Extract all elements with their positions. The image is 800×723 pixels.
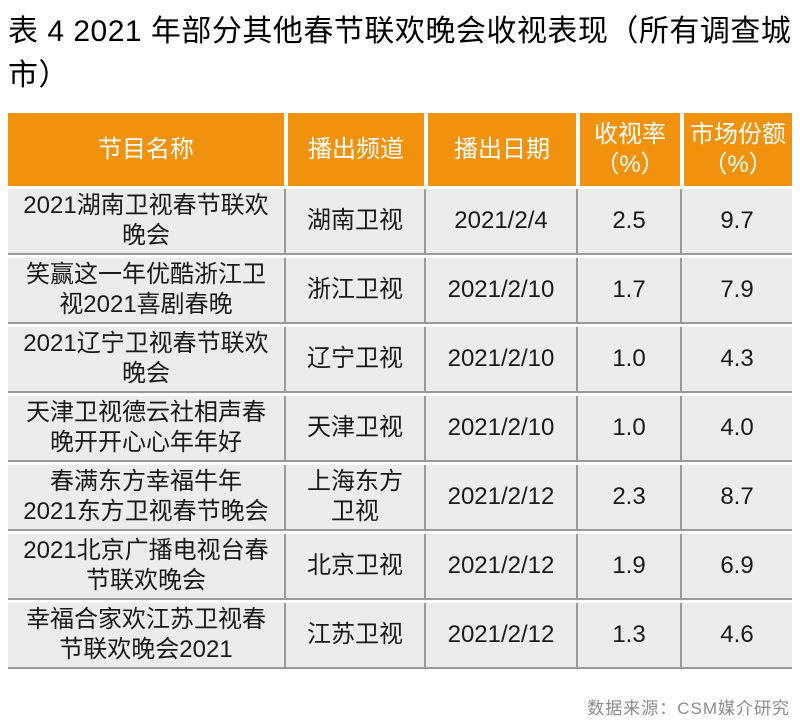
column-header-rating: 收视率 （%） xyxy=(576,113,680,186)
cell-rating: 2.5 xyxy=(576,189,680,255)
cell-rating: 2.3 xyxy=(576,465,680,531)
cell-channel: 辽宁卫视 xyxy=(284,327,424,393)
cell-date: 2021/2/10 xyxy=(424,258,576,324)
cell-date: 2021/2/10 xyxy=(424,327,576,393)
cell-date: 2021/2/4 xyxy=(424,189,576,255)
cell-share: 8.7 xyxy=(680,465,792,531)
table-row: 春满东方幸福牛年 2021东方卫视春节晚会 上海东方 卫视 2021/2/12 … xyxy=(8,465,792,531)
cell-date: 2021/2/12 xyxy=(424,465,576,531)
cell-program: 2021湖南卫视春节联欢 晚会 xyxy=(8,189,284,255)
column-header-channel: 播出频道 xyxy=(284,113,424,186)
page-title: 表 4 2021 年部分其他春节联欢晚会收视表现（所有调查城市） xyxy=(8,15,792,92)
cell-channel: 天津卫视 xyxy=(284,396,424,462)
table-row: 2021北京广播电视台春 节联欢晚会 北京卫视 2021/2/12 1.9 6.… xyxy=(8,534,792,600)
cell-channel: 上海东方 卫视 xyxy=(284,465,424,531)
cell-channel: 北京卫视 xyxy=(284,534,424,600)
ratings-table: 节目名称 播出频道 播出日期 收视率 （%） 市场份额 （%） 2021湖南卫视… xyxy=(8,110,792,672)
table-row: 笑赢这一年优酷浙江卫 视2021喜剧春晚 浙江卫视 2021/2/10 1.7 … xyxy=(8,258,792,324)
column-header-program: 节目名称 xyxy=(8,113,284,186)
cell-share: 4.0 xyxy=(680,396,792,462)
cell-rating: 1.7 xyxy=(576,258,680,324)
table-row: 天津卫视德云社相声春 晚开开心心年年好 天津卫视 2021/2/10 1.0 4… xyxy=(8,396,792,462)
table-header: 节目名称 播出频道 播出日期 收视率 （%） 市场份额 （%） xyxy=(8,113,792,186)
cell-rating: 1.9 xyxy=(576,534,680,600)
cell-rating: 1.3 xyxy=(576,603,680,669)
cell-date: 2021/2/12 xyxy=(424,603,576,669)
table-row: 2021辽宁卫视春节联欢 晚会 辽宁卫视 2021/2/10 1.0 4.3 xyxy=(8,327,792,393)
cell-program: 2021北京广播电视台春 节联欢晚会 xyxy=(8,534,284,600)
table-row: 幸福合家欢江苏卫视春 节联欢晚会2021 江苏卫视 2021/2/12 1.3 … xyxy=(8,603,792,669)
cell-rating: 1.0 xyxy=(576,396,680,462)
cell-program: 春满东方幸福牛年 2021东方卫视春节晚会 xyxy=(8,465,284,531)
table-row: 2021湖南卫视春节联欢 晚会 湖南卫视 2021/2/4 2.5 9.7 xyxy=(8,189,792,255)
column-header-date: 播出日期 xyxy=(424,113,576,186)
cell-share: 6.9 xyxy=(680,534,792,600)
cell-program: 幸福合家欢江苏卫视春 节联欢晚会2021 xyxy=(8,603,284,669)
cell-program: 2021辽宁卫视春节联欢 晚会 xyxy=(8,327,284,393)
cell-channel: 江苏卫视 xyxy=(284,603,424,669)
column-header-share: 市场份额 （%） xyxy=(680,113,792,186)
cell-date: 2021/2/12 xyxy=(424,534,576,600)
cell-program: 笑赢这一年优酷浙江卫 视2021喜剧春晚 xyxy=(8,258,284,324)
data-source-note: 数据来源：CSM媒介研究 xyxy=(587,699,790,718)
cell-channel: 湖南卫视 xyxy=(284,189,424,255)
table-body: 2021湖南卫视春节联欢 晚会 湖南卫视 2021/2/4 2.5 9.7 笑赢… xyxy=(8,189,792,669)
cell-share: 7.9 xyxy=(680,258,792,324)
cell-share: 4.3 xyxy=(680,327,792,393)
cell-share: 4.6 xyxy=(680,603,792,669)
header-row: 节目名称 播出频道 播出日期 收视率 （%） 市场份额 （%） xyxy=(8,113,792,186)
cell-rating: 1.0 xyxy=(576,327,680,393)
cell-channel: 浙江卫视 xyxy=(284,258,424,324)
cell-program: 天津卫视德云社相声春 晚开开心心年年好 xyxy=(8,396,284,462)
cell-date: 2021/2/10 xyxy=(424,396,576,462)
cell-share: 9.7 xyxy=(680,189,792,255)
